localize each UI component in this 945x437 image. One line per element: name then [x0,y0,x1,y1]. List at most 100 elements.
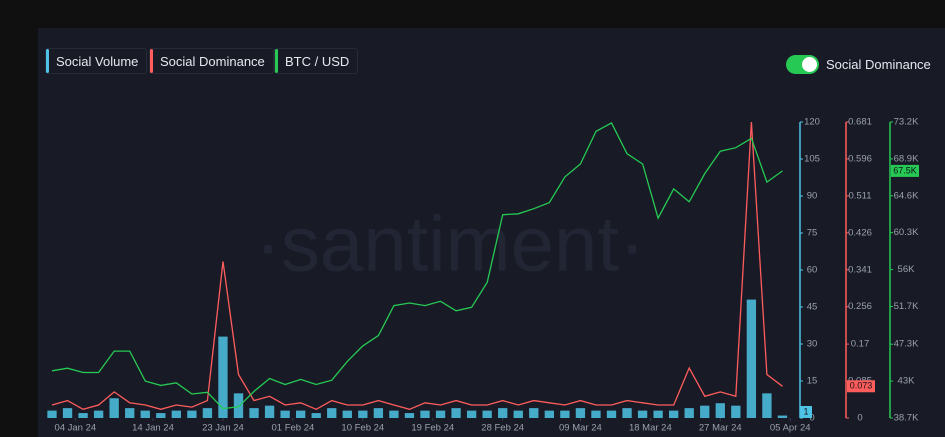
bar [187,410,197,418]
legend-swatch [275,49,278,73]
bar [622,408,632,418]
y-tick-label: 75 [807,228,818,239]
bar [529,408,539,418]
x-tick-label: 19 Feb 24 [411,423,454,434]
y-tick-label: 0 [857,413,862,424]
bar [373,408,384,418]
y-tick-label: 60 [807,265,818,276]
bar [78,413,88,418]
y-tick-label: 47.3K [894,339,919,350]
bar [125,408,135,418]
y-tick-label: 15 [807,376,818,387]
y-tick-label: 0.426 [848,227,872,238]
bar [342,410,352,418]
value-badge-label: 1 [803,406,808,416]
y-tick-label: 38.7K [894,413,919,424]
bar [544,410,554,418]
y-tick-label: 60.3K [894,227,919,238]
bar [327,408,337,418]
y-tick-label: 120 [804,117,820,128]
bar [93,410,104,418]
value-badge-label: 0.073 [850,381,873,391]
bar [684,408,694,418]
y-tick-label: 45 [807,302,818,313]
legend-label: BTC / USD [285,54,350,69]
bar [296,410,306,418]
bar [606,410,617,418]
x-tick-label: 18 Mar 24 [629,423,672,434]
y-tick-label: 0.17 [851,339,870,350]
bar [264,405,275,418]
bar [451,408,461,418]
bar [47,410,57,418]
bar [560,410,570,418]
legend-label: Social Dominance [160,54,265,69]
bar [731,405,741,418]
legend-label: Social Volume [56,54,139,69]
x-tick-label: 27 Mar 24 [699,423,742,434]
y-tick-label: 0.511 [848,190,871,201]
bar [498,408,508,418]
legend-item[interactable]: Social Dominance [149,48,274,74]
toggle-knob [802,57,817,72]
y-tick-label: 0.596 [848,153,872,164]
legend-swatch [150,49,153,73]
bar [591,410,601,418]
bar [156,413,166,418]
bar [140,410,150,418]
bar [762,393,772,418]
y-tick-label: 30 [807,339,818,350]
y-tick-label: 105 [804,154,820,165]
legend-item[interactable]: BTC / USD [274,48,359,74]
y-tick-label: 73.2K [894,117,919,128]
value-badge [847,380,875,393]
y-tick-label: 90 [807,191,818,202]
x-tick-label: 28 Feb 24 [481,423,524,434]
bar [249,408,259,418]
bar [653,410,663,418]
x-tick-label: 14 Jan 24 [132,423,174,434]
legend-swatch [46,49,49,73]
bar [513,410,523,418]
bar [218,336,228,418]
x-tick-label: 09 Mar 24 [559,423,602,434]
bar [311,413,321,418]
value-badge [800,406,812,418]
value-badge-label: 67.5K [893,165,917,175]
value-badge [891,164,919,177]
bar [202,408,213,418]
bar [358,410,368,418]
bar [575,408,586,418]
x-tick-label: 04 Jan 24 [54,423,96,434]
bar [280,410,290,418]
x-tick-label: 05 Apr 24 [770,423,811,434]
bar [777,415,788,418]
bar [109,398,119,418]
x-tick-label: 10 Feb 24 [341,423,384,434]
y-tick-label: 68.9K [894,153,919,164]
bar [233,393,244,418]
toggle[interactable] [786,55,819,74]
bar [700,405,710,418]
bar [171,410,181,418]
y-tick-label: 51.7K [894,301,919,312]
bar [637,410,648,418]
x-tick-label: 23 Jan 24 [202,423,244,434]
bar [420,410,430,418]
y-tick-label: 64.6K [894,190,919,201]
bar [746,299,757,418]
bar [715,403,725,418]
y-tick-label: 43K [898,376,916,387]
y-tick-label: 0.681 [848,117,872,128]
bar [669,410,679,418]
y-tick-label: 0.256 [848,301,872,312]
y-tick-label: 0 [809,413,814,424]
chart-panel [38,28,945,437]
x-tick-label: 01 Feb 24 [271,423,314,434]
line [51,121,783,411]
toggle-label: Social Dominance [826,57,931,72]
legend-item[interactable]: Social Volume [45,48,148,74]
bar [404,413,415,418]
